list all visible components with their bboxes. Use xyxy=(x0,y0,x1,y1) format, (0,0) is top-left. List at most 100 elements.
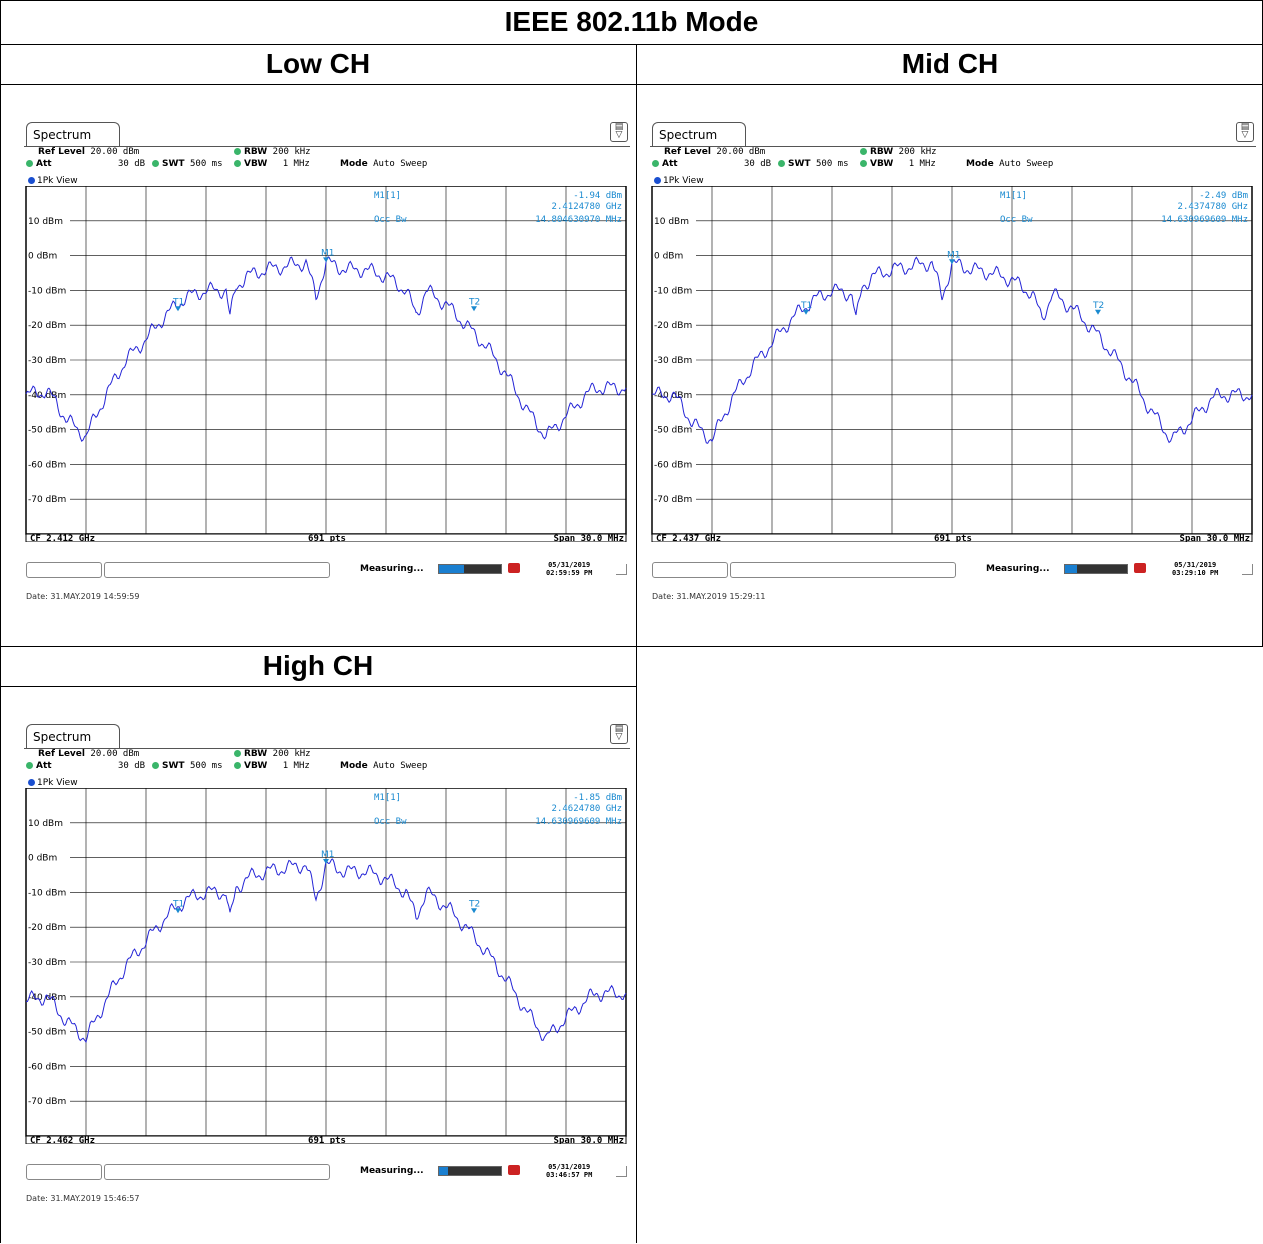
tab-underline xyxy=(24,748,630,749)
status-field xyxy=(652,562,728,578)
points-label: 691 pts xyxy=(308,1136,346,1144)
table-rule xyxy=(0,84,1263,85)
progress-bar xyxy=(438,1166,502,1176)
spectrum-tab[interactable]: Spectrum xyxy=(26,724,120,748)
progress-bar xyxy=(1064,564,1128,574)
marker-t1 xyxy=(803,309,809,315)
marker-readout-label: M1[1] xyxy=(374,191,401,201)
center-freq-label: CF 2.437 GHz xyxy=(656,534,721,542)
status-datetime: 05/31/2019 03:46:57 PM xyxy=(546,1163,592,1179)
marker-t2 xyxy=(471,306,477,312)
vbw-row: VBW 1 MHz xyxy=(234,159,310,169)
center-freq-label: CF 2.412 GHz xyxy=(30,534,95,542)
info-row-2: Att xyxy=(26,159,52,169)
status-date: 05/31/2019 xyxy=(1174,561,1217,569)
resize-grip-icon[interactable] xyxy=(1242,564,1253,575)
status-date: 05/31/2019 xyxy=(548,1163,591,1171)
progress-fill xyxy=(1065,565,1078,573)
y-tick-label: -70 dBm xyxy=(28,495,66,505)
rbw-row: RBW 200 kHz xyxy=(860,147,937,157)
att-value: 30 dB xyxy=(118,159,146,169)
y-tick-label: 0 dBm xyxy=(28,252,57,262)
occbw-value: 14.804630970 MHz xyxy=(535,215,622,225)
header-mid-ch: Mid CH xyxy=(901,48,999,79)
span-label: Span 30.0 MHz xyxy=(554,534,624,542)
occbw-value: 14.630969609 MHz xyxy=(535,817,622,827)
resize-grip-icon[interactable] xyxy=(616,1166,627,1177)
trace-dot-icon xyxy=(28,779,35,786)
status-time: 03:29:10 PM xyxy=(1172,569,1219,577)
span-label: Span 30.0 MHz xyxy=(1180,534,1250,542)
axis-footer xyxy=(651,533,1253,542)
vbw-value: 1 MHz xyxy=(282,761,310,771)
swt-value: 500 ms xyxy=(189,159,223,169)
marker-m1 xyxy=(323,257,329,263)
ref-level-label: Ref Level xyxy=(38,749,85,759)
ref-level-value: 20.00 dBm xyxy=(90,147,140,157)
y-tick-label: -40 dBm xyxy=(654,391,692,401)
status-flag-icon xyxy=(1134,563,1146,573)
date-stamp: Date: 31.MAY.2019 15:46:57 xyxy=(26,1194,140,1203)
marker-label: T1 xyxy=(800,301,812,311)
progress-bar xyxy=(438,564,502,574)
progress-fill xyxy=(439,1167,449,1175)
status-dot-icon xyxy=(860,160,867,167)
status-bar: Measuring... 05/31/2019 02:59:59 PM xyxy=(24,560,630,578)
status-dot-icon xyxy=(860,148,867,155)
status-bar: Measuring... 05/31/2019 03:29:10 PM xyxy=(650,560,1256,578)
spectrum-plot: 10 dBm 0 dBm -10 dBm -20 dBm -30 dBm -40 dBm -… xyxy=(25,186,627,542)
marker-readout-level: -1.94 dBm xyxy=(573,191,622,201)
swt-value: 500 ms xyxy=(815,159,849,169)
view-label: 1Pk View xyxy=(28,176,78,186)
y-tick-label: -50 dBm xyxy=(28,1028,66,1038)
page-title: IEEE 802.11b Mode xyxy=(504,6,759,37)
marker-t2 xyxy=(471,908,477,914)
menu-icon[interactable]: ▤ ▽ xyxy=(610,122,628,142)
ref-level-label: Ref Level xyxy=(664,147,711,157)
info-row-2: Att xyxy=(652,159,678,169)
marker-label: T2 xyxy=(468,297,480,307)
marker-readout-freq: 2.4374780 GHz xyxy=(1178,202,1248,212)
y-tick-label: 0 dBm xyxy=(654,252,683,262)
y-tick-label: -60 dBm xyxy=(654,460,692,470)
spectrum-tab[interactable]: Spectrum xyxy=(26,122,120,146)
mode-value: Auto Sweep xyxy=(373,761,428,771)
ref-level-label: Ref Level xyxy=(38,147,85,157)
menu-icon[interactable]: ▤ ▽ xyxy=(1236,122,1254,142)
marker-label: T2 xyxy=(468,899,480,909)
view-text: 1Pk View xyxy=(37,176,78,186)
y-tick-label: -70 dBm xyxy=(654,495,692,505)
axis-footer xyxy=(25,533,627,542)
info-row-1: Ref Level 20.00 dBm xyxy=(664,147,765,157)
vbw-row: VBW 1 MHz xyxy=(860,159,936,169)
occbw-label: Occ Bw xyxy=(1000,215,1033,225)
y-tick-label: -10 dBm xyxy=(28,888,66,898)
vbw-row: VBW 1 MHz xyxy=(234,761,310,771)
rbw-label: RBW xyxy=(244,749,268,759)
vbw-label: VBW xyxy=(244,159,268,169)
marker-readout-freq: 2.4124780 GHz xyxy=(552,202,622,212)
y-tick-label: -40 dBm xyxy=(28,391,66,401)
marker-label: T1 xyxy=(172,297,184,307)
occbw-label: Occ Bw xyxy=(374,817,407,827)
mode-row: Mode Auto Sweep xyxy=(966,159,1053,169)
y-tick-label: -50 dBm xyxy=(654,426,692,436)
spectrum-tab[interactable]: Spectrum xyxy=(652,122,746,146)
spectrum-panel-low: Spectrum ▤ ▽ Ref Level 20.00 dBm RBW 200 … xyxy=(24,122,636,642)
y-tick-label: -30 dBm xyxy=(28,958,66,968)
resize-grip-icon[interactable] xyxy=(616,564,627,575)
view-text: 1Pk View xyxy=(37,778,78,788)
y-tick-label: -70 dBm xyxy=(28,1097,66,1107)
y-tick-label: -60 dBm xyxy=(28,460,66,470)
center-freq-label: CF 2.462 GHz xyxy=(30,1136,95,1144)
status-dot-icon xyxy=(26,160,33,167)
table-rule xyxy=(0,686,636,687)
status-field xyxy=(104,562,330,578)
swt-row: SWT 500 ms xyxy=(152,761,223,771)
y-tick-label: -30 dBm xyxy=(28,356,66,366)
menu-icon[interactable]: ▤ ▽ xyxy=(610,724,628,744)
marker-m1 xyxy=(323,859,329,865)
att-label: Att xyxy=(662,159,678,169)
swt-label: SWT xyxy=(162,761,185,771)
